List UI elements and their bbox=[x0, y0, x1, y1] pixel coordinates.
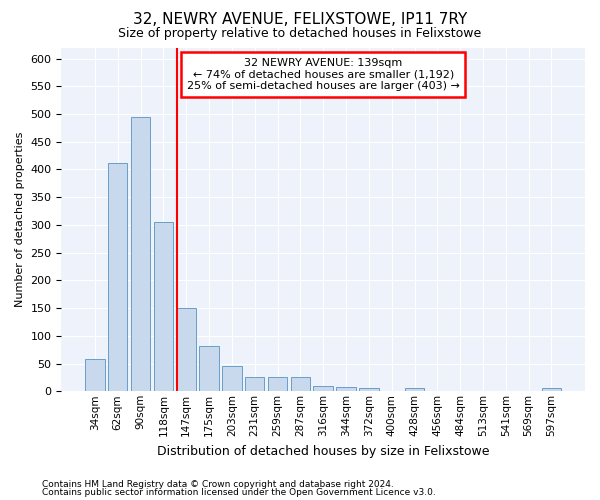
Bar bbox=[290, 378, 310, 392]
Bar bbox=[359, 388, 379, 392]
Y-axis label: Number of detached properties: Number of detached properties bbox=[15, 132, 25, 307]
Bar bbox=[154, 222, 173, 392]
Text: 32, NEWRY AVENUE, FELIXSTOWE, IP11 7RY: 32, NEWRY AVENUE, FELIXSTOWE, IP11 7RY bbox=[133, 12, 467, 28]
Bar bbox=[245, 378, 265, 392]
Bar bbox=[337, 387, 356, 392]
Text: Size of property relative to detached houses in Felixstowe: Size of property relative to detached ho… bbox=[118, 28, 482, 40]
Text: Contains public sector information licensed under the Open Government Licence v3: Contains public sector information licen… bbox=[42, 488, 436, 497]
Bar bbox=[85, 359, 104, 392]
Bar bbox=[405, 388, 424, 392]
Text: 32 NEWRY AVENUE: 139sqm
← 74% of detached houses are smaller (1,192)
25% of semi: 32 NEWRY AVENUE: 139sqm ← 74% of detache… bbox=[187, 58, 460, 91]
Bar bbox=[108, 163, 127, 392]
Bar bbox=[222, 366, 242, 392]
X-axis label: Distribution of detached houses by size in Felixstowe: Distribution of detached houses by size … bbox=[157, 444, 490, 458]
Bar bbox=[313, 386, 333, 392]
Bar bbox=[542, 388, 561, 392]
Bar bbox=[176, 308, 196, 392]
Bar bbox=[268, 378, 287, 392]
Bar bbox=[131, 118, 150, 392]
Bar bbox=[199, 346, 219, 392]
Text: Contains HM Land Registry data © Crown copyright and database right 2024.: Contains HM Land Registry data © Crown c… bbox=[42, 480, 394, 489]
